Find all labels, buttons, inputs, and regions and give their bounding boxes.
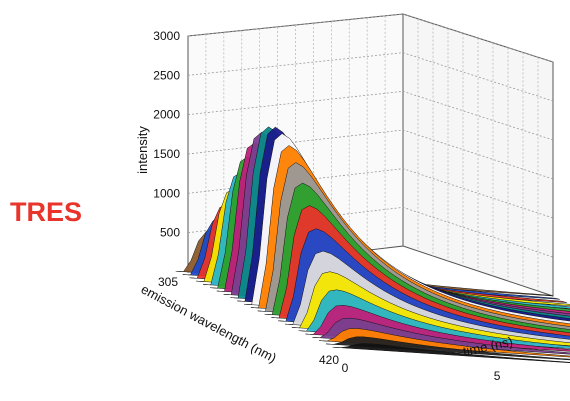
y-tick-label: 305	[158, 275, 178, 289]
z-tick-label: 3000	[153, 29, 180, 43]
z-tick-label: 1500	[153, 147, 180, 161]
ribbon-series-410	[319, 328, 570, 358]
z-axis-label: intensity	[135, 126, 150, 174]
heading-label: TRES	[10, 197, 82, 227]
z-tick-label: 1000	[153, 186, 180, 200]
ribbon-series	[175, 126, 570, 364]
ribbon-series-420	[332, 343, 570, 364]
ribbon-series-405	[312, 317, 570, 355]
ribbon-series-400	[305, 305, 570, 352]
x-tick-label: 5	[494, 369, 501, 383]
z-tick-label: 2000	[153, 108, 180, 122]
ribbon-series-415	[325, 336, 570, 361]
y-tick-label: 420	[319, 353, 339, 367]
z-tick-label: 2500	[153, 68, 180, 82]
z-tick-label: 500	[160, 226, 180, 240]
x-tick-label: 0	[342, 361, 349, 375]
axis-ticks: 300025002000150010005000510305420	[153, 29, 501, 383]
gridline-z	[187, 52, 554, 102]
gridline-z	[187, 90, 554, 141]
